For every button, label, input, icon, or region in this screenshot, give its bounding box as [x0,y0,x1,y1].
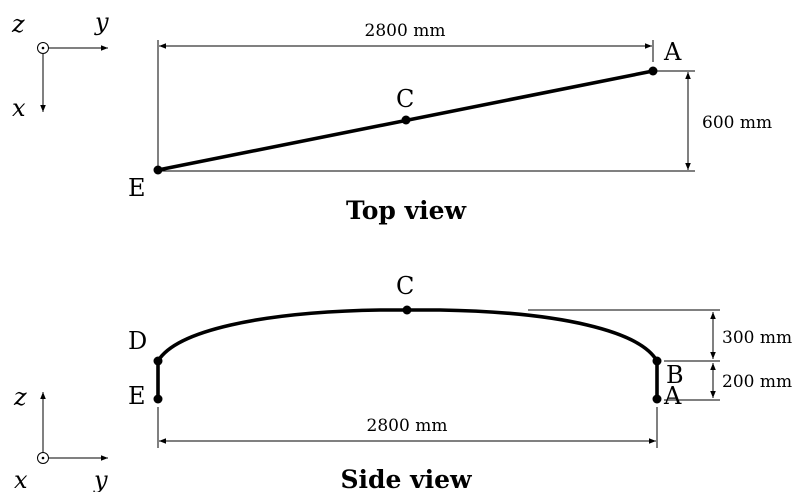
z-axis-label: z [11,10,25,38]
y-axis-label-side: y [93,466,108,492]
z-axis-label-side: z [13,383,27,411]
x-axis-label: x [12,94,26,122]
point-D-label: D [128,327,147,355]
point-A-marker [648,66,658,76]
top-axes-triad: z y x [11,8,109,122]
point-B-label: B [666,361,684,389]
point-D-marker [153,356,163,366]
point-E-marker-side [153,394,163,404]
point-A-marker-side [652,394,662,404]
top-view: z y x 2800 mm 600 mm E C A Top view [11,8,772,225]
length-dimension-label: 2800 mm [365,21,446,41]
side-view: z x y 300 mm 200 mm 2800 mm D E C B A [13,272,792,492]
point-A-label: A [663,38,682,66]
side-view-title: Side view [340,465,473,492]
point-E-label: E [128,174,146,202]
rise-dimension-label: 300 mm [722,328,792,348]
point-C-label-side: C [396,272,414,300]
x-out-of-plane-dot [41,456,45,460]
top-view-title: Top view [346,196,468,225]
z-out-of-plane-dot [41,46,45,50]
y-axis-label: y [94,8,109,36]
z-out-of-plane-symbol [37,42,49,54]
point-C-marker-side [402,305,412,315]
point-E-label-side: E [128,382,146,410]
side-axes-triad: z x y [13,383,108,492]
x-out-of-plane-symbol [37,452,49,464]
post-dimension-label: 200 mm [722,372,792,392]
point-B-marker [652,356,662,366]
point-C-marker [401,115,411,125]
x-axis-label-side: x [14,466,28,492]
point-C-label: C [396,85,414,113]
span-dimension-label: 2800 mm [367,416,448,436]
arch-curve [156,308,659,363]
point-A-label-side: A [663,382,682,410]
point-E-marker [153,165,163,175]
offset-dimension-label: 600 mm [702,113,772,133]
